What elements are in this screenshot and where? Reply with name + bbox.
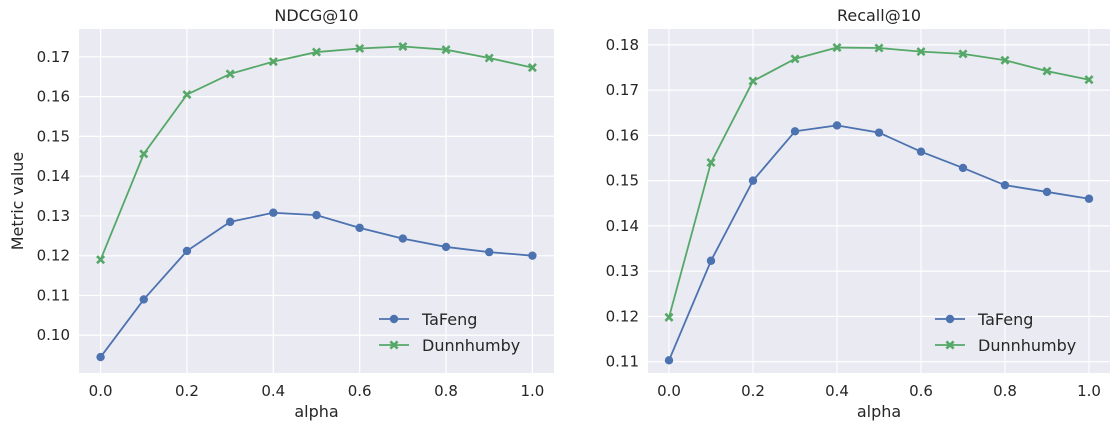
- x-tick-label: 0.8: [434, 382, 458, 400]
- chart-title: Recall@10: [837, 6, 921, 25]
- data-point-tafeng: [312, 210, 321, 220]
- x-tick-label: 1.0: [520, 382, 544, 400]
- data-point-dunnhumby: [1042, 66, 1052, 76]
- data-point-tafeng: [182, 246, 192, 256]
- legend-label-tafeng: TaFeng: [421, 310, 477, 329]
- chart-title: NDCG@10: [274, 6, 358, 25]
- y-tick-label: 0.17: [37, 48, 70, 66]
- data-point-tafeng: [398, 234, 408, 243]
- chart-panel-1: 0.10 0.11 0.12 0.13 0.14 0.15 0.16 0.17 0.0 0.2 0.…: [8, 6, 554, 421]
- data-point-dunnhumby: [1000, 55, 1010, 65]
- y-tick-label: 0.15: [37, 127, 70, 145]
- legend-label-dunnhumby: Dunnhumby: [422, 336, 520, 355]
- x-tick-label: 0.4: [261, 382, 285, 400]
- x-tick-label: 0.6: [348, 382, 372, 400]
- x-tick-label: 0.6: [909, 382, 933, 400]
- data-point-dunnhumby: [96, 255, 106, 265]
- x-tick-label: 0.4: [825, 382, 849, 400]
- y-tick-label: 0.14: [37, 167, 70, 185]
- legend-label-tafeng: TaFeng: [977, 310, 1033, 329]
- chart-panel-2: 0.11 0.12 0.13 0.14 0.15 0.16 0.17 0.18 0.0 0.2 0.…: [606, 6, 1110, 421]
- legend-marker-tafeng: [945, 314, 955, 324]
- data-point-dunnhumby: [790, 54, 800, 64]
- data-point-dunnhumby: [706, 158, 716, 168]
- y-tick-label: 0.17: [606, 81, 639, 99]
- y-tick-label: 0.14: [606, 217, 639, 235]
- x-tick-label: 0.2: [175, 382, 199, 400]
- x-tick-label: 0.8: [993, 382, 1017, 400]
- y-tick-label: 0.12: [606, 307, 639, 325]
- y-tick-label: 0.11: [37, 286, 70, 304]
- data-point-dunnhumby: [916, 47, 926, 57]
- data-point-dunnhumby: [398, 41, 408, 52]
- y-tick-label: 0.16: [606, 126, 639, 144]
- data-point-tafeng: [355, 223, 364, 233]
- legend-marker-dunnhumby: [945, 340, 955, 350]
- x-axis-label: alpha: [857, 402, 901, 421]
- data-point-tafeng: [916, 147, 926, 156]
- data-point-tafeng: [96, 352, 105, 362]
- data-point-dunnhumby: [268, 57, 278, 67]
- y-tick-label: 0.16: [37, 88, 70, 106]
- data-point-tafeng: [874, 128, 884, 137]
- data-point-dunnhumby: [355, 43, 365, 54]
- data-point-tafeng: [441, 242, 451, 252]
- data-point-dunnhumby: [1084, 75, 1094, 85]
- legend-label-dunnhumby: Dunnhumby: [978, 336, 1076, 355]
- data-point-tafeng: [1084, 194, 1094, 203]
- legend-marker-dunnhumby: [389, 340, 399, 350]
- plot-area: [79, 29, 554, 373]
- data-point-dunnhumby: [182, 90, 192, 100]
- data-point-tafeng: [958, 163, 968, 173]
- y-tick-label: 0.18: [606, 36, 639, 54]
- data-point-tafeng: [225, 217, 235, 227]
- y-tick-label: 0.11: [606, 353, 639, 371]
- y-tick-label: 0.13: [606, 262, 639, 280]
- x-tick-label: 0.0: [89, 382, 113, 400]
- plot-area: [648, 29, 1110, 373]
- data-point-dunnhumby: [225, 69, 235, 79]
- data-point-dunnhumby: [441, 45, 451, 55]
- legend-marker-tafeng: [389, 314, 399, 324]
- data-point-tafeng: [269, 208, 278, 217]
- y-tick-label: 0.10: [37, 326, 70, 344]
- data-point-dunnhumby: [311, 47, 322, 57]
- data-point-tafeng: [485, 247, 494, 257]
- data-point-dunnhumby: [958, 49, 968, 59]
- data-point-tafeng: [1042, 187, 1052, 197]
- data-point-tafeng: [790, 127, 800, 136]
- data-point-dunnhumby: [139, 149, 149, 159]
- data-point-dunnhumby: [664, 312, 674, 322]
- data-point-dunnhumby: [832, 43, 842, 53]
- data-point-tafeng: [748, 176, 758, 185]
- data-point-tafeng: [1000, 180, 1010, 190]
- data-point-tafeng: [832, 121, 842, 130]
- data-point-tafeng: [528, 251, 537, 260]
- data-point-dunnhumby: [484, 53, 494, 63]
- y-axis-label: Metric value: [8, 152, 27, 251]
- data-point-dunnhumby: [527, 63, 537, 73]
- y-tick-label: 0.13: [37, 207, 70, 225]
- data-point-dunnhumby: [748, 76, 758, 86]
- data-point-tafeng: [706, 256, 716, 265]
- data-point-tafeng: [139, 295, 148, 304]
- x-axis-label: alpha: [294, 402, 338, 421]
- y-tick-label: 0.15: [606, 172, 639, 190]
- x-tick-label: 0.2: [741, 382, 765, 400]
- data-point-dunnhumby: [874, 43, 884, 53]
- data-point-tafeng: [664, 356, 674, 365]
- x-tick-label: 0.0: [657, 382, 681, 400]
- x-tick-label: 1.0: [1077, 382, 1101, 400]
- y-tick-label: 0.12: [37, 247, 70, 265]
